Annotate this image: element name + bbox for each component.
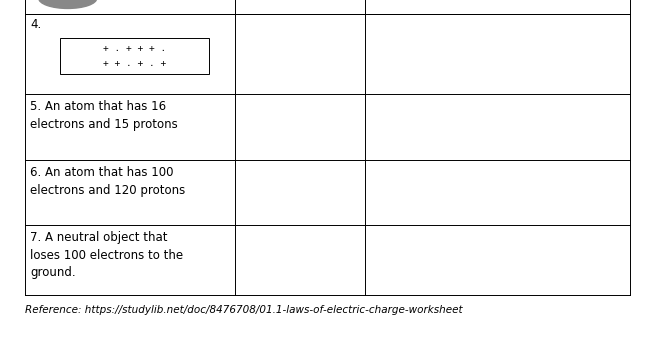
Text: + . + + + .: + . + + + . (103, 44, 166, 53)
Text: 4.: 4. (30, 18, 41, 31)
Text: 5. An atom that has 16
electrons and 15 protons: 5. An atom that has 16 electrons and 15 … (30, 100, 178, 130)
Ellipse shape (39, 0, 97, 8)
Text: Reference: https://studylib.net/doc/8476708/01.1-laws-of-electric-charge-workshe: Reference: https://studylib.net/doc/8476… (25, 305, 462, 315)
Text: + + . + . +: + + . + . + (103, 58, 166, 68)
Bar (61, 38, 209, 74)
Text: 6. An atom that has 100
electrons and 120 protons: 6. An atom that has 100 electrons and 12… (30, 166, 185, 197)
Text: 7. A neutral object that
loses 100 electrons to the
ground.: 7. A neutral object that loses 100 elect… (30, 231, 183, 279)
